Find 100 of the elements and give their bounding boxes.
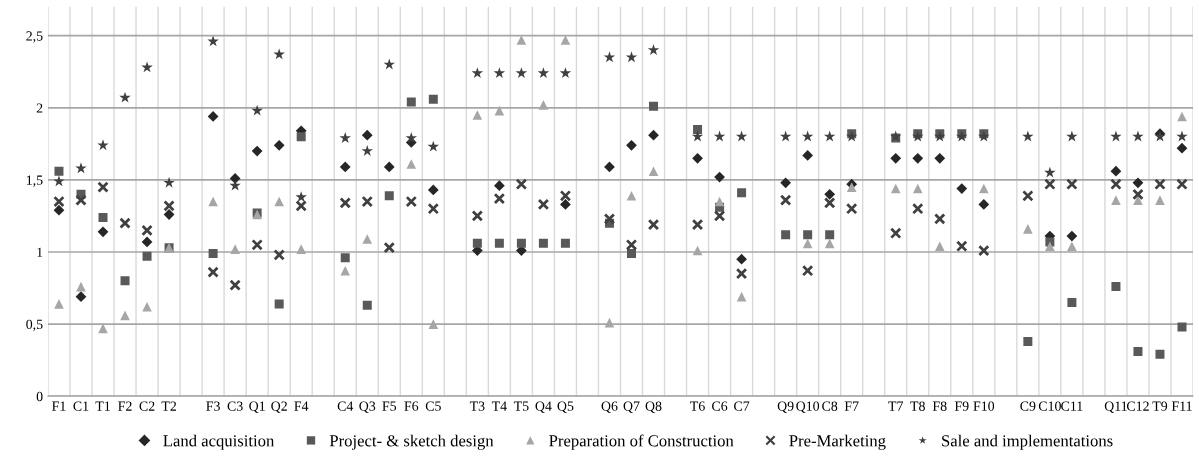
- point: [979, 183, 989, 194]
- point: [803, 230, 813, 240]
- point: [516, 238, 526, 248]
- point: [1110, 165, 1122, 177]
- point: [801, 130, 814, 142]
- x-tick-label: T3: [469, 401, 485, 411]
- y-tick-label: 1,5: [26, 175, 43, 187]
- x-tick-label: F9: [954, 401, 969, 411]
- point: [626, 190, 637, 201]
- point: [295, 200, 307, 212]
- point: [538, 100, 549, 110]
- point: [207, 35, 219, 47]
- point: [1067, 297, 1077, 307]
- point: [1044, 178, 1056, 190]
- x-tick-label: C12: [1126, 401, 1149, 411]
- point: [273, 139, 285, 151]
- point: [780, 177, 792, 189]
- point: [406, 97, 416, 107]
- x-tick-label: F8: [932, 401, 947, 411]
- point: [1176, 178, 1188, 190]
- point: [1176, 130, 1188, 142]
- point: [648, 166, 659, 177]
- point: [427, 184, 439, 196]
- point: [735, 130, 748, 142]
- x-tick-label: Q5: [557, 401, 574, 413]
- x-tick-label: T7: [888, 401, 904, 411]
- point: [781, 230, 791, 240]
- x-tick-label: Q4: [535, 401, 552, 413]
- x-tick-label: C7: [734, 401, 750, 411]
- point: [801, 264, 814, 277]
- x-tick-label: C9: [1020, 401, 1036, 411]
- x-tick-label: T1: [95, 401, 110, 411]
- point: [604, 161, 615, 173]
- point: [163, 200, 175, 212]
- point: [1044, 166, 1056, 178]
- point: [427, 140, 440, 152]
- point: [934, 241, 945, 252]
- point: [538, 238, 548, 248]
- point: [296, 132, 306, 142]
- x-tick-label: C5: [425, 401, 441, 411]
- point: [1111, 195, 1121, 205]
- x-tick-label: C2: [139, 401, 155, 411]
- point: [472, 110, 483, 120]
- point: [626, 248, 636, 258]
- point: [691, 218, 704, 231]
- y-tick-label: 0,5: [26, 319, 43, 332]
- point: [713, 130, 726, 142]
- point: [1110, 130, 1122, 142]
- point: [1132, 130, 1144, 142]
- point: [207, 111, 219, 122]
- x-tick-label: C1: [73, 401, 89, 411]
- x-tick-label: Q6: [601, 401, 618, 413]
- x-tick-label: T4: [491, 401, 507, 411]
- x-tick-label: F6: [404, 401, 419, 411]
- point: [362, 300, 372, 310]
- point: [383, 161, 395, 173]
- x-tick-label: C10: [1038, 401, 1061, 411]
- x-tick-label: F4: [294, 401, 309, 411]
- legend-label: Project- & sketch design: [329, 434, 494, 450]
- x-tick-label: Q1: [249, 401, 265, 413]
- point: [978, 199, 990, 210]
- point: [1023, 336, 1033, 346]
- point: [1155, 195, 1165, 205]
- point: [625, 238, 638, 251]
- x-tick-label: T2: [161, 401, 177, 411]
- point: [956, 240, 968, 252]
- point: [340, 265, 351, 276]
- x-tick-label: F11: [1171, 401, 1192, 411]
- x-tick-label: C11: [1061, 401, 1083, 411]
- point: [53, 195, 65, 208]
- point: [97, 226, 109, 238]
- point: [120, 276, 130, 286]
- point: [251, 238, 263, 251]
- point: [559, 67, 572, 79]
- point: [405, 195, 418, 208]
- point: [515, 178, 528, 190]
- point: [649, 101, 659, 111]
- point: [1154, 178, 1166, 190]
- point: [471, 67, 484, 79]
- point: [912, 152, 924, 164]
- x-tick-label: T6: [690, 401, 705, 411]
- point: [405, 132, 418, 143]
- point: [339, 132, 351, 143]
- y-tick-label: 2,5: [26, 31, 43, 43]
- point: [471, 210, 484, 222]
- point: [912, 183, 923, 194]
- point: [1133, 346, 1143, 356]
- point: [1022, 130, 1034, 142]
- point: [53, 204, 65, 216]
- point: [626, 139, 637, 151]
- point: [824, 238, 835, 249]
- x-tick-label: T8: [910, 401, 925, 411]
- point: [383, 241, 396, 254]
- point: [361, 145, 373, 156]
- point: [1132, 188, 1144, 201]
- point: [494, 238, 504, 248]
- point: [339, 197, 352, 209]
- x-tick-label: T5: [513, 401, 529, 411]
- point: [428, 319, 439, 329]
- x-tick-label: F5: [382, 401, 397, 411]
